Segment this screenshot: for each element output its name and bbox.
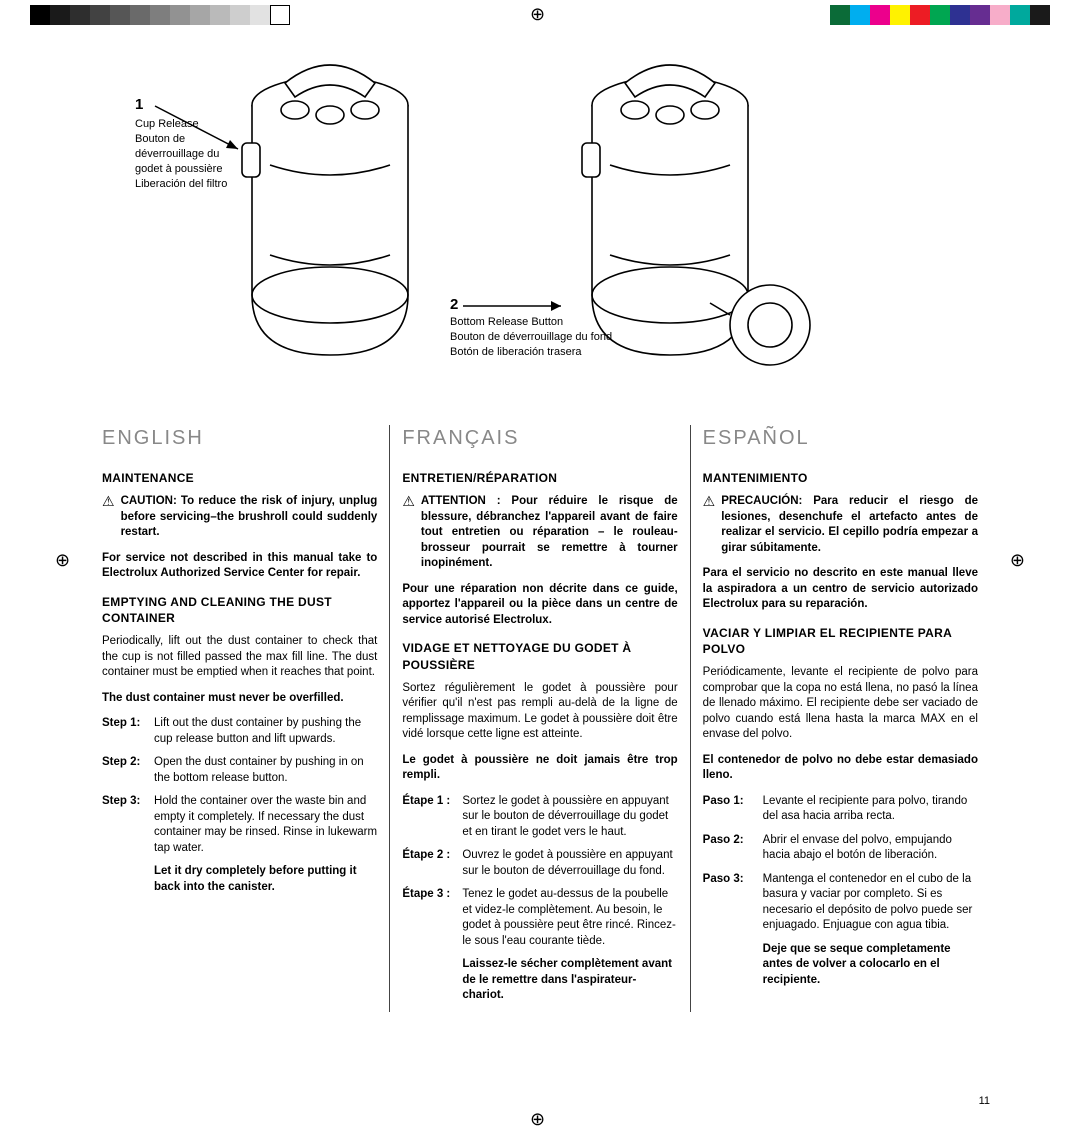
color-bar bbox=[830, 5, 1050, 25]
section-maintenance-en: MAINTENANCE bbox=[102, 470, 377, 486]
step2-lbl-es: Paso 2: bbox=[703, 833, 757, 864]
service-note-es: Para el servicio no descrito en este man… bbox=[703, 566, 978, 613]
callout-2-arrow bbox=[461, 299, 571, 313]
page-number: 11 bbox=[979, 1095, 990, 1107]
caution-text-es: PRECAUCIÓN: Para reducir el riesgo de le… bbox=[721, 494, 978, 556]
overfill-warn-es: El contenedor de polvo no debe estar dem… bbox=[703, 753, 978, 784]
step3-lbl-es: Paso 3: bbox=[703, 872, 757, 934]
figure-area: 1 Cup Release Bouton de déverrouillage d… bbox=[90, 45, 990, 415]
dry-es: Deje que se seque completamente antes de… bbox=[763, 942, 978, 989]
language-columns: ENGLISH MAINTENANCE ⚠ CAUTION: To reduce… bbox=[90, 425, 990, 1012]
callout-1-arrow bbox=[150, 101, 250, 161]
grayscale-bar bbox=[30, 5, 290, 25]
step3-lbl-fr: Étape 3 : bbox=[402, 887, 456, 949]
service-note-en: For service not described in this manual… bbox=[102, 551, 377, 582]
section-emptying-es: VACIAR Y LIMPIAR EL RECIPIENTE PARA POLV… bbox=[703, 625, 978, 657]
steps-en: Step 1:Lift out the dust container by pu… bbox=[102, 716, 377, 895]
step1-fr: Sortez le godet à poussière en appuyant … bbox=[462, 794, 677, 841]
registration-mark-left: ⊕ bbox=[55, 550, 70, 571]
step1-lbl-es: Paso 1: bbox=[703, 794, 757, 825]
step3-es: Mantenga el contenedor en el cubo de la … bbox=[763, 872, 978, 934]
warning-icon: ⚠ bbox=[402, 494, 415, 572]
registration-mark-bottom: ⊕ bbox=[530, 1109, 545, 1130]
step2-fr: Ouvrez le godet à poussière en appuyant … bbox=[462, 848, 677, 879]
dry-fr: Laissez-le sécher complètement avant de … bbox=[462, 957, 677, 1004]
step2-lbl-fr: Étape 2 : bbox=[402, 848, 456, 879]
lang-heading-en: ENGLISH bbox=[102, 425, 377, 452]
lang-heading-fr: FRANÇAIS bbox=[402, 425, 677, 452]
lang-heading-es: ESPAÑOL bbox=[703, 425, 978, 452]
section-emptying-fr: VIDAGE ET NETTOYAGE DU GODET À POUSSIÈRE bbox=[402, 640, 677, 672]
dry-en: Let it dry completely before putting it … bbox=[154, 864, 377, 895]
callout-1-es: Liberación del filtro bbox=[135, 177, 240, 192]
column-spanish: ESPAÑOL MANTENIMIENTO ⚠ PRECAUCIÓN: Para… bbox=[690, 425, 990, 1012]
caution-es: ⚠ PRECAUCIÓN: Para reducir el riesgo de … bbox=[703, 494, 978, 556]
column-english: ENGLISH MAINTENANCE ⚠ CAUTION: To reduce… bbox=[90, 425, 389, 1012]
callout-2: 2 Bottom Release Button Bouton de déverr… bbox=[450, 295, 620, 360]
overfill-warn-en: The dust container must never be overfil… bbox=[102, 691, 377, 707]
step3-en: Hold the container over the waste bin an… bbox=[154, 794, 377, 856]
section-emptying-en: EMPTYING AND CLEANING THE DUST CONTAINER bbox=[102, 594, 377, 626]
steps-es: Paso 1:Levante el recipiente para polvo,… bbox=[703, 794, 978, 989]
caution-en: ⚠ CAUTION: To reduce the risk of injury,… bbox=[102, 494, 377, 541]
callout-2-num: 2 bbox=[450, 296, 458, 313]
steps-fr: Étape 1 :Sortez le godet à poussière en … bbox=[402, 794, 677, 1004]
step3-lbl-en: Step 3: bbox=[102, 794, 148, 856]
caution-fr: ⚠ ATTENTION : Pour réduire le risque de … bbox=[402, 494, 677, 572]
step2-es: Abrir el envase del polvo, empujando hac… bbox=[763, 833, 978, 864]
step1-lbl-fr: Étape 1 : bbox=[402, 794, 456, 841]
overfill-warn-fr: Le godet à poussière ne doit jamais être… bbox=[402, 753, 677, 784]
caution-text-fr: ATTENTION : Pour réduire le risque de bl… bbox=[421, 494, 678, 572]
intro-fr: Sortez régulièrement le godet à poussièr… bbox=[402, 681, 677, 743]
step1-en: Lift out the dust container by pushing t… bbox=[154, 716, 377, 747]
step2-lbl-en: Step 2: bbox=[102, 755, 148, 786]
page-content: 1 Cup Release Bouton de déverrouillage d… bbox=[90, 45, 990, 1089]
callout-2-en: Bottom Release Button bbox=[450, 315, 620, 330]
step1-es: Levante el recipiente para polvo, tirand… bbox=[763, 794, 978, 825]
step3-fr: Tenez le godet au-dessus de la poubelle … bbox=[462, 887, 677, 949]
service-note-fr: Pour une réparation non décrite dans ce … bbox=[402, 582, 677, 629]
step2-en: Open the dust container by pushing in on… bbox=[154, 755, 377, 786]
section-maintenance-es: MANTENIMIENTO bbox=[703, 470, 978, 486]
warning-icon: ⚠ bbox=[703, 494, 716, 556]
warning-icon: ⚠ bbox=[102, 494, 115, 541]
column-french: FRANÇAIS ENTRETIEN/RÉPARATION ⚠ ATTENTIO… bbox=[389, 425, 689, 1012]
canister-illustration-1 bbox=[230, 55, 430, 375]
registration-mark-right: ⊕ bbox=[1010, 550, 1025, 571]
step1-lbl-en: Step 1: bbox=[102, 716, 148, 747]
registration-mark-top: ⊕ bbox=[530, 4, 545, 25]
intro-es: Periódicamente, levante el recipiente de… bbox=[703, 665, 978, 743]
callout-2-fr: Bouton de déverrouillage du fond bbox=[450, 330, 620, 345]
caution-text-en: CAUTION: To reduce the risk of injury, u… bbox=[121, 494, 378, 541]
callout-2-es: Botón de liberación trasera bbox=[450, 345, 620, 360]
intro-en: Periodically, lift out the dust containe… bbox=[102, 634, 377, 681]
section-maintenance-fr: ENTRETIEN/RÉPARATION bbox=[402, 470, 677, 486]
